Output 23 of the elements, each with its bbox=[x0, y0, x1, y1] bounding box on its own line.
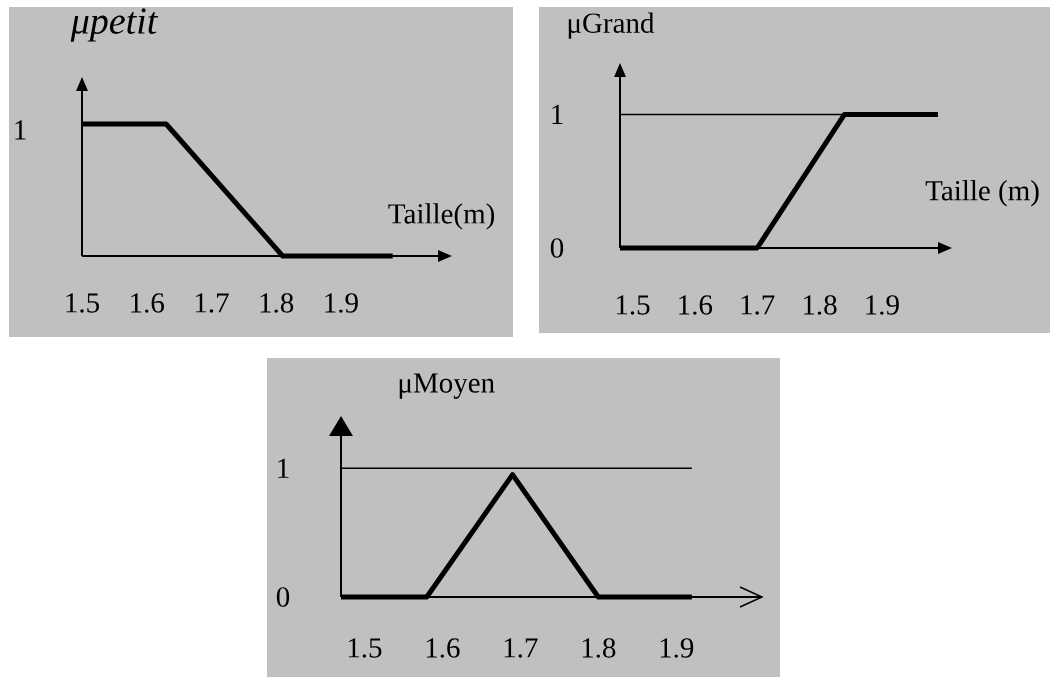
x-tick-label: 1.7 bbox=[741, 295, 775, 315]
x-tick-label: 1.9 bbox=[866, 295, 899, 315]
x-tick-label: 1.8 bbox=[803, 295, 837, 315]
x-tick-label: 1.5 bbox=[616, 295, 650, 315]
x-tick-label: 1.6 bbox=[131, 293, 164, 313]
y-tick-label: 0 bbox=[550, 238, 564, 258]
x-axis-title: Taille(m) bbox=[388, 203, 495, 230]
x-tick-label: 1.8 bbox=[582, 638, 616, 658]
x-axis-title: Taille (m) bbox=[925, 180, 1039, 207]
y-axis-title: μMoyen bbox=[399, 373, 495, 399]
x-tick-label: 1.5 bbox=[348, 638, 382, 658]
x-tick-label: 1.6 bbox=[426, 638, 460, 658]
x-tick-label: 1.7 bbox=[195, 293, 229, 313]
text: 1 bbox=[15, 120, 26, 140]
x-tick-label: 1.8 bbox=[260, 293, 294, 313]
y-tick-label: 0 bbox=[276, 587, 290, 607]
x-tick-label: 1.9 bbox=[660, 638, 694, 658]
x-tick-label: 1.9 bbox=[325, 293, 358, 313]
x-tick-label: 1.7 bbox=[504, 638, 538, 658]
y-axis-title: μGrand bbox=[568, 12, 655, 39]
x-tick-label: 1.6 bbox=[679, 295, 713, 315]
x-tick-label: 1.5 bbox=[66, 293, 99, 313]
y-axis-title: μpetit bbox=[70, 8, 159, 42]
